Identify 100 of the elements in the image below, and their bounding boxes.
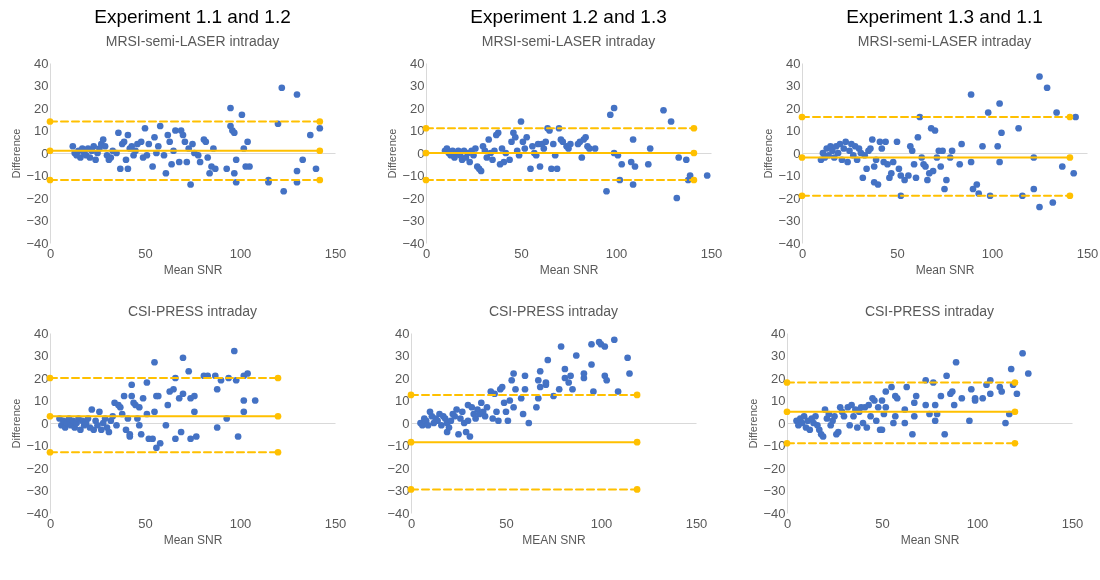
- point: [633, 486, 641, 493]
- y-tick-label: −20: [402, 190, 425, 206]
- y-tick-label: 30: [34, 348, 49, 363]
- y-tick-label: −30: [778, 213, 801, 228]
- x-axis-title: MEAN SNR: [522, 532, 586, 547]
- point: [1066, 113, 1074, 121]
- point: [690, 176, 698, 184]
- y-tick-label: −40: [26, 505, 49, 521]
- y-tick-label: 20: [786, 100, 801, 116]
- y-tick-label: 20: [771, 370, 786, 386]
- chart-title: Experiment 1.1 and 1.2: [94, 6, 291, 27]
- chart-subtitle: MRSI-semi-LASER intraday: [481, 33, 656, 49]
- point: [46, 118, 54, 125]
- x-tick-label: 50: [890, 245, 905, 261]
- y-tick-label: −30: [402, 213, 425, 228]
- x-tick-label: 50: [514, 245, 529, 261]
- point: [1011, 439, 1019, 447]
- y-tick-label: −20: [778, 190, 801, 206]
- y-tick-label: 0: [41, 145, 49, 161]
- y-axis-title: Difference: [10, 128, 23, 179]
- y-tick-label: −10: [763, 438, 786, 453]
- y-tick-label: 40: [410, 55, 425, 71]
- point: [690, 124, 698, 132]
- y-tick-label: −30: [763, 483, 786, 498]
- y-tick-label: 30: [786, 78, 801, 93]
- y-tick-label: −10: [778, 168, 801, 183]
- y-tick-label: 30: [410, 78, 425, 93]
- x-tick-label: 100: [966, 515, 989, 531]
- x-axis-title: Mean SNR: [539, 262, 599, 277]
- x-tick-label: 100: [605, 245, 628, 261]
- point: [274, 374, 282, 382]
- y-tick-label: −40: [763, 505, 786, 521]
- x-tick-label: 150: [685, 515, 708, 531]
- x-tick-label: 150: [324, 515, 347, 531]
- x-tick-label: 50: [499, 515, 514, 531]
- x-axis-title: Mean SNR: [163, 532, 223, 547]
- y-tick-label: 0: [793, 145, 801, 161]
- y-tick-label: −40: [387, 505, 410, 521]
- x-axis-title: Mean SNR: [915, 262, 975, 277]
- point: [274, 448, 282, 456]
- y-tick-label: 30: [395, 348, 410, 363]
- x-tick-label: 100: [590, 515, 613, 531]
- y-tick-label: 20: [395, 370, 410, 386]
- point: [1066, 154, 1074, 161]
- y-tick-label: −20: [763, 460, 786, 476]
- y-tick-label: −40: [402, 235, 425, 251]
- y-tick-label: 40: [771, 325, 786, 341]
- chart-subtitle: MRSI-semi-LASER intraday: [857, 33, 1032, 49]
- y-tick-label: −10: [26, 438, 49, 453]
- y-tick-label: 30: [771, 348, 786, 363]
- y-tick-label: −40: [778, 235, 801, 251]
- point: [1011, 408, 1019, 416]
- y-tick-label: 20: [410, 100, 425, 116]
- y-tick-label: 30: [34, 78, 49, 93]
- y-tick-label: 10: [34, 393, 49, 408]
- x-axis-title: Mean SNR: [163, 262, 223, 277]
- point: [633, 391, 641, 399]
- y-tick-label: 10: [786, 123, 801, 138]
- x-tick-label: 50: [138, 515, 153, 531]
- y-tick-label: 40: [34, 325, 49, 341]
- point: [1066, 192, 1074, 200]
- chart-title: Experiment 1.3 and 1.1: [846, 6, 1043, 27]
- point: [274, 412, 282, 420]
- chart-title: CSI-PRESS intraday: [127, 303, 258, 319]
- x-tick-label: 100: [229, 245, 252, 261]
- y-tick-label: 10: [395, 393, 410, 408]
- y-tick-label: 0: [41, 415, 49, 431]
- y-tick-label: −20: [26, 460, 49, 476]
- x-tick-label: 150: [1076, 245, 1099, 261]
- y-tick-label: −30: [26, 213, 49, 228]
- y-tick-label: 0: [778, 415, 786, 431]
- y-tick-label: 0: [402, 415, 410, 431]
- y-tick-label: 20: [34, 100, 49, 116]
- y-tick-label: 10: [771, 393, 786, 408]
- chart-title: Experiment 1.2 and 1.3: [470, 6, 667, 27]
- y-axis-title: Difference: [10, 398, 23, 449]
- x-tick-label: 150: [1061, 515, 1084, 531]
- y-tick-label: −20: [387, 460, 410, 476]
- y-tick-label: −10: [387, 438, 410, 453]
- point: [407, 391, 415, 399]
- x-tick-label: 50: [875, 515, 890, 531]
- point: [783, 408, 791, 416]
- chart-title: CSI-PRESS intraday: [488, 303, 619, 319]
- x-tick-label: 50: [138, 245, 153, 261]
- point: [633, 438, 641, 446]
- y-tick-label: 40: [786, 55, 801, 71]
- point: [798, 113, 806, 121]
- x-tick-label: 100: [229, 515, 252, 531]
- y-tick-label: −30: [26, 483, 49, 498]
- chart-subtitle: MRSI-semi-LASER intraday: [105, 33, 280, 49]
- y-tick-label: 40: [395, 325, 410, 341]
- point: [316, 118, 324, 125]
- x-tick-label: 150: [700, 245, 723, 261]
- y-tick-label: 40: [34, 55, 49, 71]
- point: [316, 147, 324, 155]
- y-axis-title: Difference: [747, 398, 760, 449]
- x-tick-label: 150: [324, 245, 347, 261]
- point: [690, 149, 698, 157]
- y-tick-label: 10: [34, 123, 49, 138]
- x-tick-label: 100: [981, 245, 1004, 261]
